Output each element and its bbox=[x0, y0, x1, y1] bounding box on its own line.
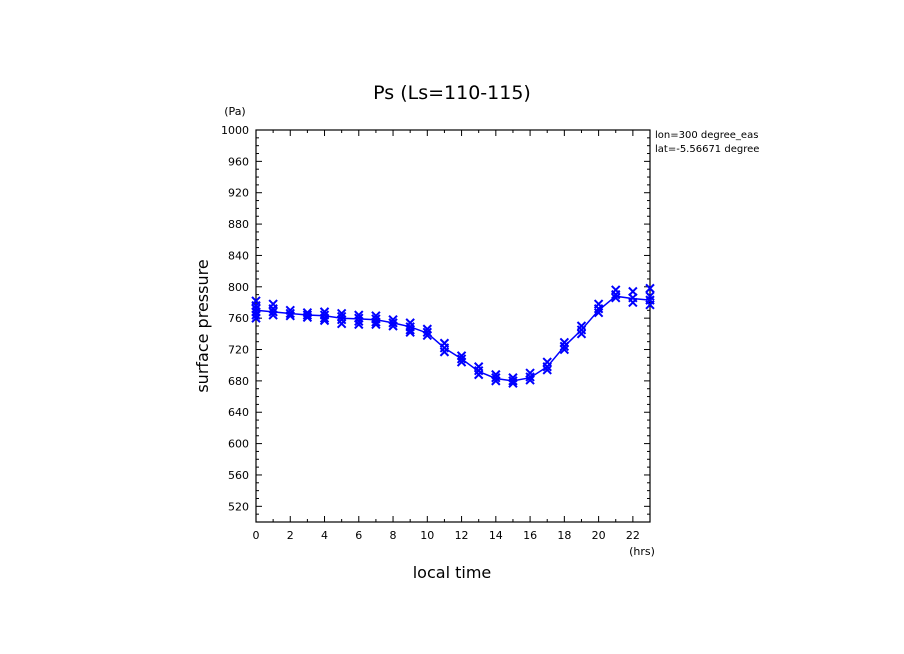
y-tick-label: 880 bbox=[228, 218, 249, 231]
data-point-marker bbox=[388, 321, 398, 331]
data-point-marker bbox=[268, 307, 278, 317]
x-tick-label: 8 bbox=[390, 529, 397, 542]
data-point-marker bbox=[439, 347, 450, 357]
data-point-marker bbox=[405, 325, 415, 335]
y-unit-label: (Pa) bbox=[224, 105, 245, 118]
x-tick-label: 22 bbox=[626, 529, 640, 542]
x-tick-label: 18 bbox=[557, 529, 571, 542]
data-point-marker bbox=[319, 315, 330, 326]
data-point-marker bbox=[508, 378, 518, 388]
data-point-marker bbox=[576, 329, 587, 339]
data-point-marker bbox=[508, 376, 518, 386]
data-point-marker bbox=[354, 319, 364, 330]
data-point-marker bbox=[593, 307, 604, 318]
data-point-marker bbox=[542, 362, 552, 372]
data-point-marker bbox=[302, 312, 313, 323]
data-point-marker bbox=[473, 369, 484, 380]
data-point-marker bbox=[645, 300, 655, 310]
annotation-lon: lon=300 degree_eas bbox=[655, 130, 758, 141]
y-tick-label: 1000 bbox=[221, 124, 249, 137]
data-point-marker bbox=[525, 372, 535, 382]
data-point-marker bbox=[336, 311, 347, 322]
x-unit-label: (hrs) bbox=[629, 545, 655, 558]
annotation-lat: lat=-5.56671 degree bbox=[655, 144, 759, 155]
data-point-marker bbox=[388, 318, 398, 328]
data-point-marker bbox=[302, 310, 313, 320]
x-tick-label: 4 bbox=[321, 529, 328, 542]
y-tick-label: 800 bbox=[228, 281, 249, 294]
y-tick-label: 680 bbox=[228, 375, 249, 388]
data-point-marker bbox=[611, 289, 621, 300]
data-point-marker bbox=[456, 354, 467, 364]
data-point-marker bbox=[371, 319, 381, 330]
data-point-marker bbox=[542, 365, 552, 375]
x-axis-label: local time bbox=[413, 563, 492, 582]
x-tick-label: 20 bbox=[592, 529, 606, 542]
data-point-marker bbox=[559, 341, 570, 352]
data-point-marker bbox=[354, 316, 364, 327]
data-point-marker bbox=[268, 310, 278, 320]
x-tick-label: 14 bbox=[489, 529, 503, 542]
x-tick-label: 12 bbox=[455, 529, 469, 542]
data-point-marker bbox=[336, 318, 347, 329]
data-point-marker bbox=[405, 327, 415, 337]
data-point-marker bbox=[285, 311, 295, 321]
data-point-marker bbox=[559, 344, 570, 355]
y-tick-label: 560 bbox=[228, 469, 249, 482]
data-point-marker bbox=[422, 330, 433, 341]
data-point-marker bbox=[491, 376, 501, 386]
data-point-marker bbox=[422, 327, 433, 337]
y-tick-label: 720 bbox=[228, 344, 249, 357]
data-point-marker bbox=[319, 313, 330, 323]
x-tick-label: 2 bbox=[287, 529, 294, 542]
y-tick-label: 960 bbox=[228, 155, 249, 168]
y-tick-label: 640 bbox=[228, 406, 249, 419]
data-point-marker bbox=[491, 373, 501, 383]
data-point-marker bbox=[371, 317, 381, 327]
chart-title: Ps (Ls=110-115) bbox=[373, 82, 531, 104]
data-point-marker bbox=[251, 310, 261, 320]
series-line bbox=[255, 295, 651, 382]
y-tick-label: 760 bbox=[228, 312, 249, 325]
data-point-marker bbox=[645, 283, 655, 294]
y-tick-label: 600 bbox=[228, 438, 249, 451]
plot-frame bbox=[255, 129, 651, 523]
y-tick-label: 920 bbox=[228, 187, 249, 200]
x-tick-label: 6 bbox=[355, 529, 362, 542]
x-tick-label: 16 bbox=[523, 529, 537, 542]
y-axis-label: surface pressure bbox=[193, 259, 212, 392]
y-tick-label: 840 bbox=[228, 249, 249, 262]
data-point-marker bbox=[611, 293, 621, 303]
data-point-marker bbox=[525, 375, 535, 385]
y-tick-label: 520 bbox=[228, 500, 249, 513]
data-point-marker bbox=[456, 357, 467, 367]
x-tick-label: 0 bbox=[253, 529, 260, 542]
plot-area: 5205606006406807207608008408809209601000… bbox=[221, 124, 655, 542]
data-point-marker bbox=[628, 297, 638, 308]
data-point-marker bbox=[285, 308, 295, 319]
data-point-marker bbox=[251, 313, 261, 323]
x-tick-label: 10 bbox=[420, 529, 434, 542]
